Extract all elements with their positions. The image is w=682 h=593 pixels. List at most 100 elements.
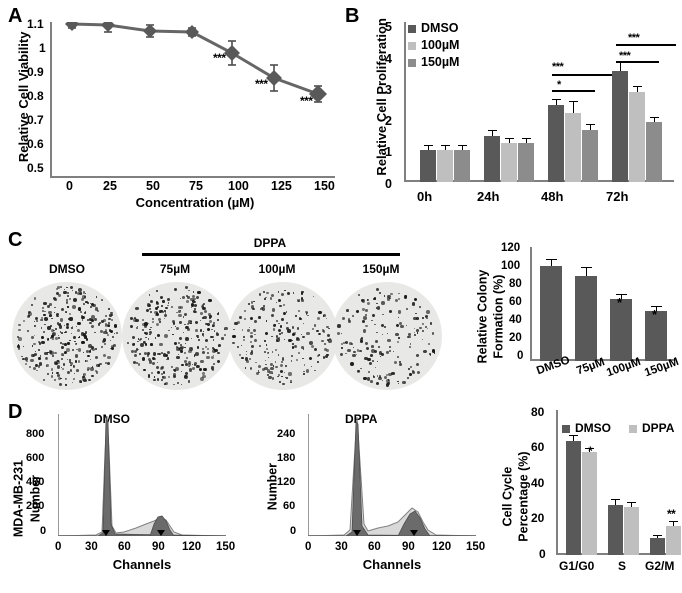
err-0h-dmso xyxy=(428,146,429,150)
panel-c-ytick-4: 80 xyxy=(509,278,522,290)
panel-c-y-axis xyxy=(530,247,532,361)
panel-a-sig-150: *** xyxy=(300,94,313,108)
panel-b-ytick-3: 3 xyxy=(385,83,392,97)
panel-a-xtick-5: 125 xyxy=(271,179,292,193)
panel-d-hist1-title: DMSO xyxy=(94,412,130,426)
panel-b-ytick-5: 5 xyxy=(385,20,392,34)
bar-g2m-dppa xyxy=(666,526,681,555)
legend-swatch-dmso xyxy=(408,24,416,33)
panel-d-hist2-ytick-3: 180 xyxy=(277,452,296,464)
panel-d-sig-g2m: ** xyxy=(667,507,676,521)
panel-d-bar-plot xyxy=(556,410,681,555)
panel-d-hist2-xtick-0: 0 xyxy=(305,541,312,553)
err-48h-150um xyxy=(590,125,591,130)
panel-b-legend-label-1: 100µM xyxy=(421,38,460,52)
panel-d-hist1-xtick-1: 30 xyxy=(85,541,98,553)
errcap-colony-dmso xyxy=(546,259,557,260)
panel-a-sig-125: *** xyxy=(255,77,268,91)
panel-d-sig-g1g0: * xyxy=(588,444,593,458)
panel-c-ytick-0: 0 xyxy=(517,350,524,362)
panel-d-hist2-y-axis xyxy=(308,414,309,536)
panel-b-letter: B xyxy=(345,5,360,27)
panel-a-ytick-2: 0.7 xyxy=(27,113,44,127)
err-colony-100um xyxy=(621,295,622,299)
panel-d-hist1-xtick-3: 90 xyxy=(152,541,165,553)
errcap-g2m-dmso xyxy=(653,535,662,536)
panel-d-bar-xtick-1: S xyxy=(618,559,627,573)
panel-d-hist2-x-title: Channels xyxy=(362,557,422,572)
panel-d-hist1-xtick-2: 60 xyxy=(118,541,131,553)
bar-72h-150um xyxy=(646,122,662,182)
panel-c-group-rule xyxy=(142,253,400,256)
panel-b-ytick-2: 2 xyxy=(385,114,392,128)
bar-48h-100um xyxy=(565,113,581,182)
panel-d-legend-item-dmso: DMSO xyxy=(562,422,611,434)
err-s-dmso xyxy=(615,500,616,505)
panel-c-ytick-1: 20 xyxy=(509,332,522,344)
panel-b-sig-48h-low: * xyxy=(557,79,561,91)
panel-d-hist2-ytick-2: 120 xyxy=(277,476,296,488)
panel-b-ytick-0: 0 xyxy=(385,177,392,191)
panel-b-legend-label-0: DMSO xyxy=(421,21,459,35)
panel-b-bracket-48h-low xyxy=(552,90,595,92)
bar-g1g0-dppa xyxy=(582,452,597,555)
panel-c-y-axis-title-line1: Relative Colony xyxy=(475,269,490,364)
panel-d-hist2-xtick-5: 150 xyxy=(466,541,486,553)
panel-d-legend-label-1: DPPA xyxy=(642,421,675,435)
panel-c-plate-label-3: 150µM xyxy=(362,262,400,276)
err-s-dppa xyxy=(631,503,632,507)
err-g1g0-dppa xyxy=(589,449,590,452)
panel-d-hist2-ytick-4: 240 xyxy=(277,428,296,440)
err-48h-dmso xyxy=(556,100,557,105)
panel-d-hist2-xtick-3: 90 xyxy=(402,541,415,553)
panel-b-xtick-1: 24h xyxy=(477,189,500,204)
colony-plate-100um xyxy=(228,282,338,390)
errcap-0h-150um xyxy=(458,145,467,146)
err-24h-100um xyxy=(509,139,510,143)
bar-colony-dmso xyxy=(540,266,562,361)
panel-b-x-axis xyxy=(404,180,674,182)
panel-a-line-series xyxy=(65,22,327,103)
panel-a-xtick-0: 0 xyxy=(66,179,73,193)
err-0h-150um xyxy=(462,146,463,150)
panel-d-hist1-ytick-0: 0 xyxy=(40,525,47,537)
legend-swatch-d-dppa xyxy=(629,424,637,433)
errcap-s-dppa xyxy=(627,502,636,503)
panel-a-ytick-4: 0.9 xyxy=(27,65,44,79)
panel-c-sig-150um: * xyxy=(652,307,657,322)
legend-swatch-150um xyxy=(408,58,416,67)
panel-a-ytick-5: 1 xyxy=(39,41,46,55)
colony-plate-dmso xyxy=(12,282,122,390)
panel-b-ytick-1: 1 xyxy=(385,145,392,159)
colony-plate-75um xyxy=(122,282,232,390)
errcap-colony-100um xyxy=(616,294,627,295)
bar-colony-75um xyxy=(575,276,597,361)
bar-colony-150um xyxy=(645,311,667,361)
panel-c-letter: C xyxy=(8,229,23,251)
bar-0h-100um xyxy=(437,150,453,182)
panel-b-sig-72h-high: *** xyxy=(628,32,640,44)
bar-s-dmso xyxy=(608,505,623,555)
bar-colony-100um xyxy=(610,299,632,361)
panel-d-hist1-xtick-4: 120 xyxy=(182,541,202,553)
panel-d-bar-ytick-2: 40 xyxy=(531,476,545,490)
panel-d-letter: D xyxy=(8,401,23,423)
panel-b-y-axis xyxy=(404,22,406,182)
panel-c-ytick-6: 120 xyxy=(501,242,521,254)
panel-a-ytick-0: 0.5 xyxy=(27,161,44,175)
panel-b-ytick-4: 4 xyxy=(385,52,392,66)
panel-d-hist2-xtick-4: 120 xyxy=(432,541,452,553)
bar-48h-150um xyxy=(582,130,598,182)
panel-a-xtick-4: 100 xyxy=(228,179,249,193)
panel-d-bar-ytick-3: 60 xyxy=(531,440,545,454)
panel-d-hist2-curves xyxy=(308,416,476,536)
bar-24h-150um xyxy=(518,143,534,182)
errcap-24h-dmso xyxy=(488,130,497,131)
panel-b-sig-72h-low: *** xyxy=(619,50,631,62)
err-g2m-dmso xyxy=(657,536,658,538)
panel-d-bar-ytick-1: 20 xyxy=(531,511,545,525)
err-48h-100um xyxy=(573,102,574,113)
err-72h-150um xyxy=(654,118,655,122)
errcap-72h-100um xyxy=(633,86,642,87)
panel-a-plot xyxy=(50,22,335,178)
